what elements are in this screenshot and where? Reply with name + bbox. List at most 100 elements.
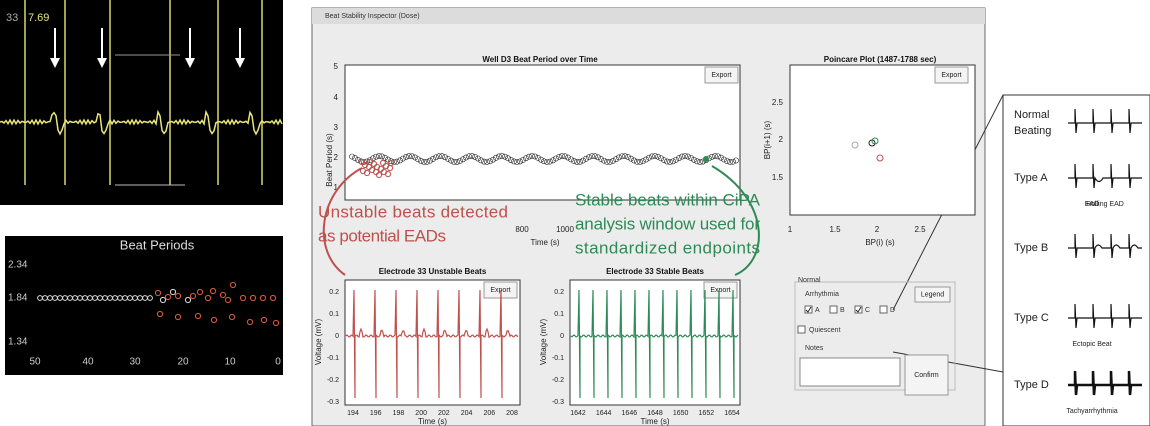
label: 0	[275, 357, 281, 368]
dot	[631, 157, 637, 164]
button[interactable]	[914, 286, 951, 303]
label: -0.1	[552, 355, 564, 362]
label: 800	[515, 225, 529, 234]
dot	[229, 281, 237, 289]
checkbox[interactable]	[879, 305, 888, 314]
dot	[448, 157, 454, 164]
dot	[562, 153, 568, 160]
check	[855, 306, 862, 313]
dot	[466, 153, 472, 160]
dot	[712, 153, 718, 159]
label: Time (s)	[418, 417, 447, 426]
dot	[553, 155, 559, 162]
checkbox[interactable]	[829, 305, 838, 314]
dot	[463, 154, 469, 161]
dot	[517, 158, 523, 165]
dot	[427, 157, 433, 164]
label: 2.34	[8, 260, 28, 271]
label: Type B	[1014, 242, 1048, 254]
dot	[589, 153, 595, 160]
plot-title: Electrode 33 Unstable Beats	[379, 267, 487, 276]
dot	[496, 153, 502, 160]
dot	[451, 158, 457, 165]
dot	[487, 158, 493, 165]
label: Normal	[1014, 109, 1049, 121]
label: 30	[129, 357, 141, 368]
dot	[595, 154, 601, 161]
label: 0.2	[329, 289, 339, 296]
dot	[196, 288, 204, 296]
dot	[679, 153, 685, 160]
notes-box[interactable]	[799, 357, 901, 387]
dot	[529, 153, 535, 159]
arrow	[322, 167, 363, 276]
label: 204	[461, 410, 473, 417]
dot	[628, 155, 634, 162]
dot	[685, 153, 691, 160]
dot	[367, 157, 373, 163]
dot	[733, 157, 739, 164]
label: Type A	[1014, 172, 1048, 184]
dot	[147, 295, 153, 301]
button[interactable]	[703, 281, 738, 299]
dot	[239, 294, 247, 302]
button[interactable]	[704, 66, 739, 84]
checkbox[interactable]	[854, 305, 863, 314]
dot	[505, 155, 511, 162]
dot	[727, 159, 733, 165]
dot	[164, 293, 172, 301]
label: -0.2	[552, 377, 564, 384]
label: BP(i) (s)	[865, 238, 895, 247]
label: Normal	[798, 277, 821, 284]
label: 40	[82, 357, 94, 368]
dot	[691, 156, 697, 163]
dot	[574, 159, 580, 165]
label: 2.5	[914, 225, 926, 234]
button[interactable]	[904, 354, 949, 396]
legend-trace	[1068, 163, 1142, 189]
dot	[851, 141, 859, 149]
dot	[532, 153, 538, 160]
button-label: Export	[711, 72, 731, 79]
dot	[520, 157, 526, 163]
dot	[210, 316, 218, 324]
label: Beat Stability Inspector (Dose)	[325, 13, 420, 20]
dot	[387, 159, 395, 167]
trace	[570, 289, 739, 399]
dot	[406, 153, 412, 159]
dot	[661, 157, 667, 164]
arrow-head	[97, 58, 107, 68]
dot	[598, 156, 604, 162]
checkbox[interactable]	[804, 305, 813, 314]
label: 0	[335, 333, 339, 340]
dot	[577, 158, 583, 165]
dot	[583, 155, 589, 162]
dot	[189, 292, 197, 300]
label: 196	[370, 410, 382, 417]
dot	[272, 319, 280, 327]
dot	[442, 154, 448, 161]
button[interactable]	[934, 66, 969, 84]
label: 4	[334, 93, 339, 102]
dot	[670, 158, 676, 165]
label: 2	[334, 153, 339, 162]
dot	[619, 153, 625, 160]
label: 10	[224, 357, 236, 368]
dot	[269, 294, 277, 302]
dot	[397, 157, 403, 164]
dot	[424, 158, 430, 165]
dot	[514, 159, 520, 165]
label: 1650	[673, 410, 689, 417]
dot	[484, 159, 490, 165]
dot	[652, 153, 658, 159]
dot	[380, 168, 388, 176]
axis-label: Voltage (mV)	[314, 319, 323, 366]
label: 1.5	[772, 173, 784, 182]
dot	[421, 158, 427, 165]
label: -0.1	[327, 355, 339, 362]
dot	[433, 154, 439, 161]
label: 0	[560, 333, 564, 340]
dot	[664, 158, 670, 165]
dot	[379, 153, 385, 160]
checkbox[interactable]	[797, 325, 806, 334]
